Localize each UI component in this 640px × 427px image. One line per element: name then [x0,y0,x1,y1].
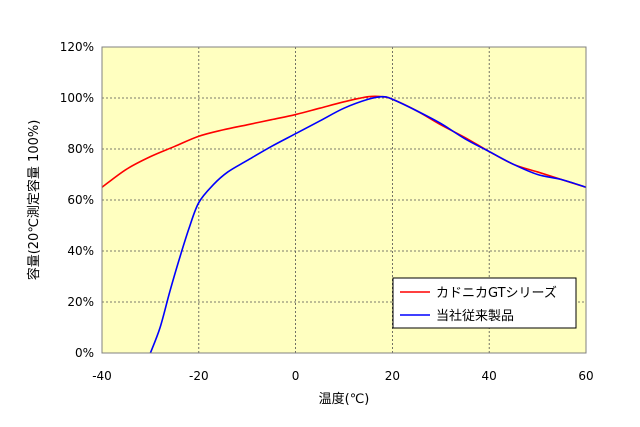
y-axis-title: 容量(20℃測定容量 100%) [26,120,42,281]
y-tick-label: 40% [67,244,94,258]
x-tick-label: 20 [385,369,400,383]
y-tick-label: 60% [67,193,94,207]
series-line-1 [149,95,587,354]
legend: カドニカGTシリーズ 当社従来製品 [392,277,577,329]
x-tick-label: 60 [578,369,593,383]
plot-border [101,46,587,354]
x-tick-label: 0 [292,369,300,383]
gridlines [102,47,586,353]
y-tick-label: 100% [60,91,94,105]
legend-box [392,277,577,329]
x-tick-label: -40 [92,369,112,383]
y-tick-label: 20% [67,295,94,309]
x-tick-labels: -40 -20 0 20 40 60 [92,369,593,383]
y-tick-label: 120% [60,40,94,54]
y-tick-labels: 0% 20% 40% 60% 80% 100% 120% [60,40,94,360]
y-tick-label: 0% [75,346,94,360]
legend-label-conventional: 当社従来製品 [436,308,514,324]
x-tick-label: -20 [189,369,209,383]
x-tick-label: 40 [482,369,497,383]
legend-label-gt-series: カドニカGTシリーズ [436,285,557,301]
y-tick-label: 80% [67,142,94,156]
x-axis-title: 温度(℃) [319,391,370,407]
series-layer [101,95,587,354]
